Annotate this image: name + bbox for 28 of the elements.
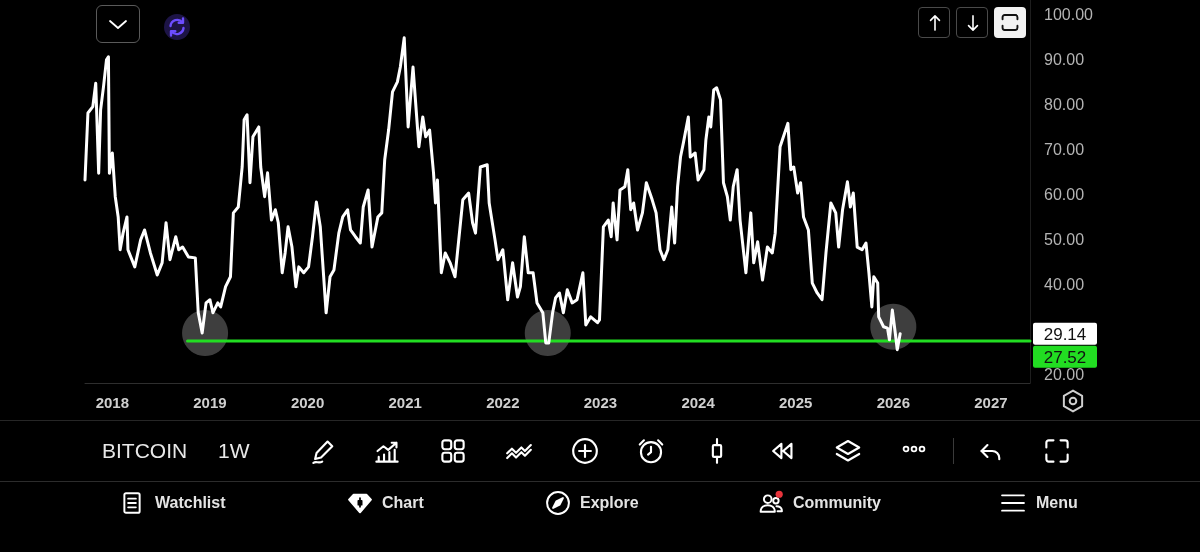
- text: 29.14: [1043, 325, 1087, 345]
- y-tick-label: 100.00: [1044, 6, 1094, 24]
- y-tick-label: 60.00: [1044, 186, 1085, 204]
- text: Menu: [1036, 494, 1078, 512]
- text: Watchlist: [155, 494, 226, 512]
- y-tick-label: 20.00: [1044, 366, 1085, 384]
- x-tick-label: 2024: [681, 394, 716, 411]
- x-tick-label: 2027: [974, 394, 1008, 411]
- x-tick-label: 2018: [95, 394, 130, 411]
- y-tick-label: 70.00: [1044, 141, 1085, 159]
- data-label: 27.52: [1043, 348, 1087, 368]
- line-series: [83, 36, 902, 352]
- y-tick-label: 90.00: [1044, 51, 1085, 69]
- y-tick-label: 80.00: [1044, 96, 1085, 114]
- x-tick-label: 2019: [193, 394, 227, 411]
- x-tick-label: 2023: [583, 394, 618, 411]
- x-tick-label: 2020: [290, 394, 325, 411]
- x-tick-label: 2022: [486, 394, 520, 411]
- x-tick-label: 2025: [779, 394, 813, 411]
- text: Chart: [382, 494, 424, 512]
- y-tick-label: 40.00: [1044, 276, 1085, 294]
- text: Community: [793, 494, 881, 512]
- text: Explore: [580, 494, 639, 512]
- y-tick-label: 50.00: [1044, 231, 1085, 249]
- x-tick-label: 2021: [388, 394, 422, 411]
- text: BITCOIN: [102, 439, 188, 463]
- text: 1W: [218, 439, 250, 463]
- x-tick-label: 2026: [876, 394, 911, 411]
